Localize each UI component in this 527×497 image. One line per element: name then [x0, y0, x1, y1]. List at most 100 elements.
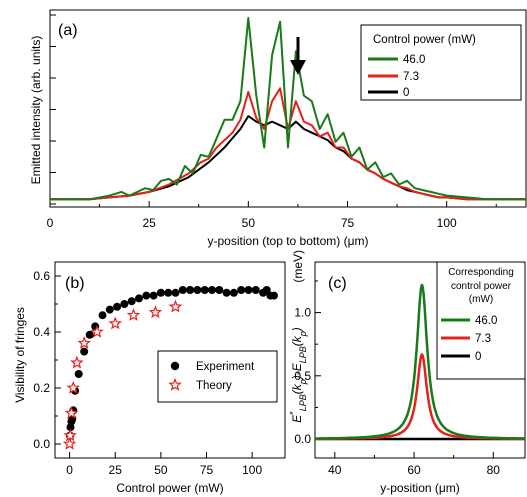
- c-ytick-label: 0.5: [294, 369, 311, 383]
- c-ylabel-e2: E: [290, 362, 304, 371]
- b-point-theory: [66, 380, 81, 394]
- b-point-experiment: [222, 288, 231, 297]
- legend-marker-experiment: [170, 361, 180, 371]
- b-point-experiment: [186, 286, 195, 294]
- c-ylabel-p2: p: [298, 331, 308, 337]
- b-point-experiment: [85, 330, 94, 339]
- legend-title-line-3: (mW): [469, 294, 493, 305]
- b-point-experiment: [215, 286, 224, 294]
- panel-c-xlabel: y-position (μm): [380, 481, 460, 495]
- c-ylabel-close: ): [290, 327, 304, 333]
- panel-b-label: (b): [65, 275, 85, 292]
- legend-title: Control power (mW): [373, 34, 476, 46]
- legend-label-46: 46.0: [403, 54, 425, 66]
- c-ylabel-star: *: [288, 411, 298, 415]
- c-legend-label-7-3: 7.3: [475, 333, 491, 345]
- a-xtick-label: 50: [242, 216, 256, 230]
- b-point-experiment: [229, 288, 238, 297]
- panel-c-legend-box: [436, 261, 526, 380]
- c-ylabel-e: E: [290, 414, 304, 423]
- legend-title-line-2: control power: [451, 281, 512, 292]
- panel-c-ticks: 40 60 80 0.0 0.5 1.0: [294, 280, 501, 477]
- b-point-theory: [90, 324, 104, 338]
- c-ylabel-lpb2: LPB: [298, 346, 308, 363]
- b-point-experiment: [251, 286, 260, 294]
- legend-marker-theory: [168, 377, 182, 391]
- c-ytick-label: 0.0: [294, 432, 311, 446]
- c-ylabel-p1: p: [298, 379, 308, 385]
- b-point-theory: [64, 406, 79, 419]
- panel-a-frame: [49, 9, 527, 208]
- b-point-experiment: [156, 288, 165, 297]
- panel-a-series-lines: [50, 17, 526, 201]
- panel-b-legend-box: [157, 350, 278, 403]
- panel-c-legend: Corresponding control power (mW) 46.0 7.…: [436, 261, 526, 380]
- panel-c-ylabel: E*LPB(kp)-ELPB(kp): [288, 327, 308, 423]
- c-ylabel-k1: (k: [290, 383, 304, 394]
- a-xtick-label: 0: [47, 216, 54, 230]
- panel-a-ylabel: Emitted intensity (arb. units): [29, 36, 43, 185]
- panel-b-points: [62, 286, 278, 450]
- a-xtick-label: 100: [437, 216, 457, 230]
- b-ytick-label: 0.2: [33, 381, 50, 395]
- c-ylabel-lpb1: LPB: [298, 394, 308, 411]
- c-ylabel-k2: (k: [290, 335, 304, 346]
- b-ytick-label: 0.0: [33, 437, 50, 451]
- a-xtick-label: 25: [142, 216, 156, 230]
- c-xtick-label: 40: [328, 463, 342, 477]
- panel-a: (a) 0 25 50 75 100 Control power (mW) 46.0 7…: [29, 9, 527, 248]
- panel-c-ylabel-unit: (meV): [291, 250, 305, 283]
- legend-label-experiment: Experiment: [196, 361, 255, 373]
- panel-b-ylabel: Visibility of fringes: [13, 307, 27, 403]
- b-point-experiment: [120, 300, 129, 308]
- b-point-experiment: [113, 302, 122, 311]
- b-point-theory: [108, 316, 123, 330]
- panel-a-ticks: 0 25 50 75 100: [47, 14, 497, 230]
- a-series-line-7.3: [50, 87, 526, 201]
- b-point-experiment: [149, 291, 158, 300]
- b-point-experiment: [237, 286, 246, 294]
- b-point-experiment: [200, 286, 209, 294]
- c-xtick-label: 80: [487, 463, 501, 477]
- a-xtick-label: 75: [341, 216, 355, 230]
- b-point-experiment: [142, 291, 151, 300]
- b-point-experiment: [244, 286, 253, 294]
- b-point-theory: [62, 436, 77, 450]
- panel-b-xlabel: Control power (mW): [116, 481, 223, 495]
- c-legend-label-0: 0: [475, 351, 481, 363]
- panel-c: (c) 40 60 80 0.0 0.5 1.0 Corresponding contro…: [288, 250, 526, 495]
- b-xtick-label: 50: [154, 463, 168, 477]
- b-point-experiment: [98, 311, 107, 320]
- b-point-experiment: [105, 305, 114, 314]
- b-ytick-label: 0.4: [33, 325, 50, 339]
- c-series-line-46.0: [314, 283, 526, 440]
- c-ylabel-minus: )-: [290, 371, 304, 381]
- b-point-experiment: [135, 294, 143, 303]
- b-point-experiment: [164, 288, 173, 297]
- legend-box: [360, 24, 522, 101]
- panel-a-xlabel: y-position (top to bottom) (μm): [208, 234, 369, 248]
- legend-label-7-3: 7.3: [403, 71, 419, 83]
- b-point-experiment: [193, 286, 202, 294]
- b-point-experiment: [74, 370, 83, 378]
- b-point-experiment: [270, 291, 278, 300]
- b-xtick-label: 100: [242, 463, 262, 477]
- b-point-theory: [63, 428, 78, 442]
- legend-star-shape: [168, 377, 182, 391]
- b-point-theory: [168, 299, 183, 313]
- legend-label-0: 0: [403, 87, 409, 99]
- panel-b-legend: Experiment Theory: [157, 350, 278, 403]
- b-point-theory: [70, 355, 84, 369]
- b-point-theory: [148, 305, 163, 319]
- b-ytick-label: 0.6: [33, 269, 50, 283]
- b-point-experiment: [127, 297, 136, 306]
- arrow-head: [290, 60, 306, 75]
- b-point-experiment: [171, 288, 180, 297]
- panel-c-series-lines: [314, 283, 526, 441]
- a-series-line-46.0: [50, 17, 526, 201]
- panel-c-label: (c): [328, 275, 347, 292]
- b-xtick-label: 25: [109, 463, 123, 477]
- b-point-experiment: [80, 347, 89, 356]
- b-point-experiment: [208, 286, 216, 294]
